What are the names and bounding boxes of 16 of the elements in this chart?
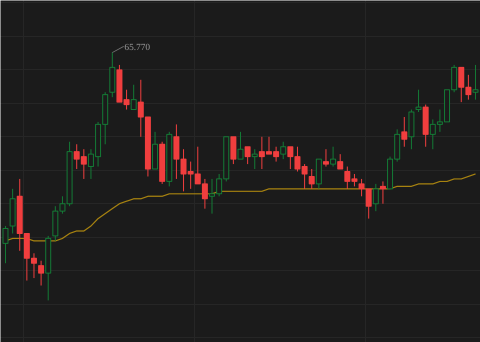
candlestick: [372, 183, 379, 212]
candlestick: [238, 131, 244, 160]
candlestick: [230, 136, 236, 165]
candlestick: [337, 154, 344, 170]
candlestick: [38, 260, 44, 286]
candlestick: [416, 89, 422, 113]
candlestick: [280, 141, 286, 160]
candlestick: [308, 168, 315, 190]
candlestick: [252, 148, 258, 170]
candlestick: [380, 180, 386, 204]
candlestick: [401, 116, 408, 148]
candlestick: [330, 146, 336, 168]
candlestick: [130, 84, 137, 110]
annotation: 65.770: [124, 43, 150, 54]
candlestick: [322, 148, 329, 168]
candlestick: [244, 146, 251, 165]
